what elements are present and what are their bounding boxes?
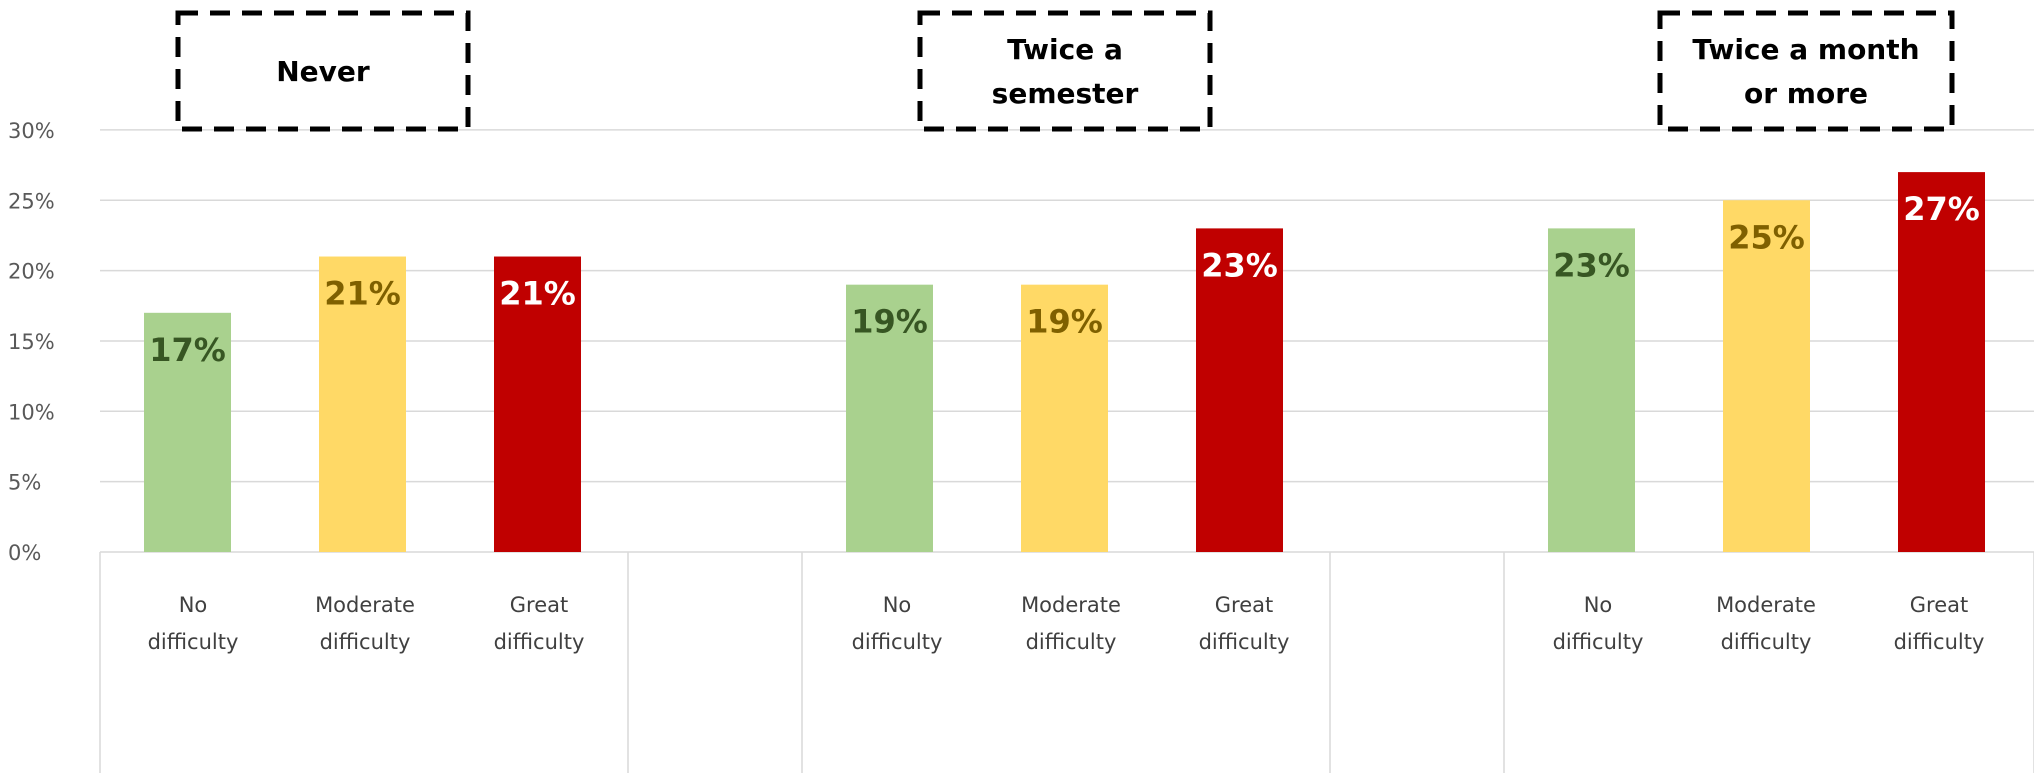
x-category-label: No: [179, 593, 208, 617]
data-label: 23%: [1201, 246, 1278, 284]
data-label: 19%: [851, 303, 928, 341]
data-label: 23%: [1553, 246, 1630, 284]
x-category-label: Great: [1215, 593, 1273, 617]
bars: [144, 172, 1985, 553]
group-title: or more: [1744, 77, 1868, 110]
x-category-label: difficulty: [320, 630, 411, 654]
group-title-box: [175, 10, 471, 132]
x-category-label: No: [883, 593, 912, 617]
group-title: semester: [992, 77, 1139, 110]
y-axis: 0% 5% 10% 15% 20% 25% 30%: [8, 119, 55, 565]
group-title: Twice a month: [1692, 33, 1919, 66]
data-label: 21%: [499, 275, 576, 313]
x-category-label: difficulty: [852, 630, 943, 654]
x-category-label: Moderate: [1021, 593, 1121, 617]
data-label: 21%: [324, 275, 401, 313]
x-category-label: difficulty: [1721, 630, 1812, 654]
data-labels: 17% 21% 21% 19% 19% 23% 23% 25% 27%: [149, 190, 1980, 369]
y-tick-label: 25%: [8, 189, 55, 213]
x-category-label: Moderate: [1716, 593, 1816, 617]
x-category-label: difficulty: [1026, 630, 1117, 654]
group-titles: Never Twice a semester Twice a month or more: [175, 10, 1955, 132]
category-axis: No difficulty Moderate difficulty Great diffi…: [99, 552, 2034, 773]
x-category-label: difficulty: [494, 630, 585, 654]
y-tick-label: 5%: [8, 471, 41, 495]
x-category-label: difficulty: [148, 630, 239, 654]
bar: [1021, 284, 1108, 552]
x-category-label: Great: [510, 593, 568, 617]
x-category-label: difficulty: [1199, 630, 1290, 654]
group-title-box: [1657, 10, 1955, 132]
y-tick-label: 0%: [8, 541, 41, 565]
y-tick-label: 30%: [8, 119, 55, 143]
y-tick-label: 15%: [8, 330, 55, 354]
x-category-label: difficulty: [1894, 630, 1985, 654]
x-category-label: Moderate: [315, 593, 415, 617]
x-category-label: No: [1584, 593, 1613, 617]
bar: [1548, 228, 1635, 552]
x-category-label: difficulty: [1553, 630, 1644, 654]
bar: [319, 256, 406, 552]
bar: [144, 312, 231, 552]
bar: [1723, 200, 1810, 552]
bar: [494, 256, 581, 552]
y-tick-label: 20%: [8, 260, 55, 284]
bar: [846, 284, 933, 552]
data-label: 17%: [149, 331, 226, 369]
y-tick-label: 10%: [8, 400, 55, 424]
bar: [1196, 228, 1283, 552]
bar: [1898, 172, 1985, 553]
group-title: Never: [276, 55, 370, 88]
data-label: 19%: [1026, 303, 1103, 341]
data-label: 25%: [1728, 218, 1805, 256]
group-title: Twice a: [1007, 33, 1123, 66]
data-label: 27%: [1903, 190, 1980, 228]
x-category-label: Great: [1910, 593, 1968, 617]
group-title-box: [917, 10, 1213, 132]
